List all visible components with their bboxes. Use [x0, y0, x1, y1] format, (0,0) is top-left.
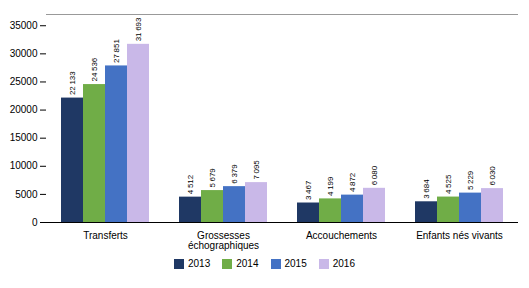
svg-text:4 199: 4 199	[326, 176, 335, 196]
html-text:2015: 2015	[284, 258, 307, 269]
html-text:2014: 2014	[236, 258, 259, 269]
svg-text:6 379: 6 379	[230, 164, 239, 184]
svg-text:24 536: 24 536	[90, 57, 99, 81]
svg-text:4 525: 4 525	[444, 174, 453, 194]
svg-text:Enfants nés vivants: Enfants nés vivants	[416, 230, 503, 241]
svg-text:3 684: 3 684	[422, 179, 431, 199]
svg-text:5 679: 5 679	[208, 168, 217, 188]
svg-text:5 229: 5 229	[466, 170, 475, 190]
svg-text:Accouchements: Accouchements	[306, 230, 377, 241]
svg-text:4 872: 4 872	[348, 172, 357, 192]
svg-text:10000: 10000	[10, 160, 38, 171]
svg-text:5000: 5000	[15, 189, 38, 200]
svg-text:27 851: 27 851	[112, 39, 121, 63]
svg-text:25000: 25000	[10, 76, 38, 87]
svg-text:30000: 30000	[10, 48, 38, 59]
svg-text:20000: 20000	[10, 104, 38, 115]
svg-text:22 133: 22 133	[68, 71, 77, 95]
html-text:2013: 2013	[188, 258, 211, 269]
svg-text:31 693: 31 693	[134, 17, 143, 41]
svg-text:0: 0	[32, 217, 38, 228]
html-text:2016: 2016	[332, 258, 355, 269]
svg-text:3 467: 3 467	[304, 180, 313, 200]
svg-text:6 080: 6 080	[370, 165, 379, 185]
svg-text:35000: 35000	[10, 20, 38, 31]
svg-text:15000: 15000	[10, 132, 38, 143]
svg-text:6 030: 6 030	[488, 166, 497, 186]
svg-text:4 512: 4 512	[186, 174, 195, 194]
svg-text:7 095: 7 095	[252, 160, 261, 180]
svg-text:Grossesseséchographiques: Grossesseséchographiques	[188, 230, 259, 251]
svg-text:Transferts: Transferts	[83, 230, 128, 241]
